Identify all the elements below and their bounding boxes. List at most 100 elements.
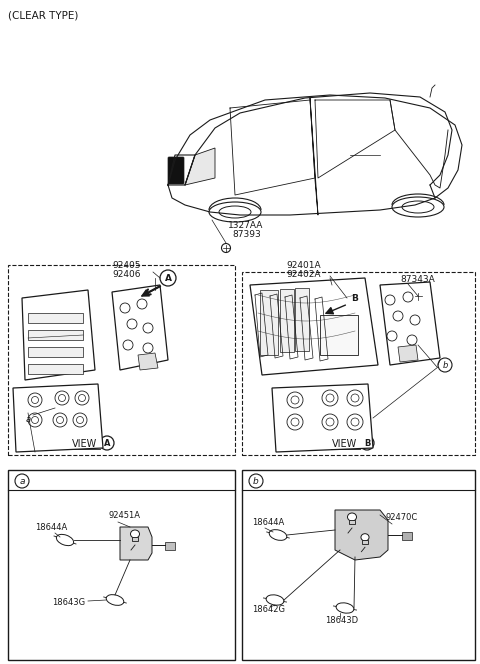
Circle shape [249, 474, 263, 488]
Circle shape [75, 391, 89, 405]
Ellipse shape [402, 201, 434, 213]
Circle shape [438, 358, 452, 372]
Circle shape [137, 299, 147, 309]
Ellipse shape [336, 603, 354, 613]
Text: B: B [364, 438, 370, 448]
Circle shape [291, 418, 299, 426]
Circle shape [73, 413, 87, 427]
Circle shape [57, 416, 63, 424]
Circle shape [21, 413, 35, 427]
Text: b: b [253, 477, 259, 485]
FancyBboxPatch shape [362, 540, 368, 544]
Polygon shape [138, 353, 158, 370]
Polygon shape [138, 291, 148, 297]
Ellipse shape [219, 206, 251, 218]
Polygon shape [380, 282, 440, 365]
FancyBboxPatch shape [28, 347, 83, 357]
Polygon shape [22, 290, 95, 380]
Circle shape [347, 290, 363, 306]
FancyBboxPatch shape [260, 290, 278, 355]
Text: 1327AA: 1327AA [228, 221, 264, 230]
Text: B: B [351, 293, 359, 303]
Circle shape [403, 292, 413, 302]
Text: 87343A: 87343A [400, 275, 435, 284]
FancyBboxPatch shape [28, 313, 83, 323]
FancyBboxPatch shape [28, 364, 83, 374]
Polygon shape [250, 278, 378, 375]
Circle shape [120, 303, 130, 313]
FancyBboxPatch shape [242, 470, 475, 660]
Polygon shape [185, 148, 215, 185]
Circle shape [385, 295, 395, 305]
Circle shape [287, 392, 303, 408]
Polygon shape [335, 510, 388, 560]
Circle shape [32, 396, 38, 404]
Text: A: A [165, 274, 171, 282]
Circle shape [76, 416, 84, 424]
Circle shape [393, 311, 403, 321]
Text: 18643D: 18643D [325, 616, 358, 625]
Ellipse shape [361, 534, 369, 541]
Polygon shape [272, 384, 373, 452]
Text: 92402A: 92402A [286, 270, 321, 279]
Circle shape [322, 390, 338, 406]
Polygon shape [13, 384, 103, 452]
Polygon shape [112, 285, 168, 370]
Circle shape [53, 413, 67, 427]
Text: 92451A: 92451A [108, 511, 140, 520]
Text: 18643G: 18643G [52, 598, 85, 607]
FancyBboxPatch shape [132, 537, 138, 541]
Circle shape [410, 315, 420, 325]
Text: 18644A: 18644A [252, 518, 284, 527]
Circle shape [351, 418, 359, 426]
Circle shape [32, 416, 38, 424]
Circle shape [221, 244, 230, 252]
Text: A: A [104, 438, 110, 448]
Ellipse shape [131, 530, 140, 538]
Ellipse shape [348, 513, 357, 521]
FancyBboxPatch shape [349, 520, 355, 524]
FancyBboxPatch shape [320, 315, 358, 355]
FancyBboxPatch shape [8, 470, 235, 660]
Text: VIEW: VIEW [72, 439, 97, 449]
Circle shape [407, 335, 417, 345]
FancyBboxPatch shape [28, 330, 83, 340]
Circle shape [347, 390, 363, 406]
Circle shape [100, 436, 114, 450]
Text: 18644A: 18644A [35, 523, 67, 532]
Circle shape [59, 394, 65, 402]
FancyBboxPatch shape [168, 157, 184, 184]
Circle shape [79, 394, 85, 402]
Polygon shape [398, 345, 418, 362]
Text: b: b [442, 361, 448, 369]
FancyBboxPatch shape [280, 289, 294, 352]
Text: 92470C: 92470C [385, 513, 417, 522]
Ellipse shape [209, 202, 261, 222]
Circle shape [351, 394, 359, 402]
Circle shape [322, 414, 338, 430]
Circle shape [28, 413, 42, 427]
Ellipse shape [392, 197, 444, 217]
Circle shape [347, 414, 363, 430]
Circle shape [291, 396, 299, 404]
Polygon shape [120, 527, 152, 560]
Text: (CLEAR TYPE): (CLEAR TYPE) [8, 10, 78, 20]
Text: a: a [19, 477, 25, 485]
Circle shape [387, 331, 397, 341]
Text: 92406: 92406 [112, 270, 141, 279]
Ellipse shape [269, 530, 287, 540]
Circle shape [360, 436, 374, 450]
Ellipse shape [56, 535, 73, 546]
Circle shape [123, 340, 133, 350]
Circle shape [413, 291, 422, 301]
Circle shape [287, 414, 303, 430]
Text: 92401A: 92401A [286, 261, 321, 270]
FancyBboxPatch shape [402, 532, 412, 540]
Circle shape [143, 343, 153, 353]
Circle shape [127, 319, 137, 329]
FancyBboxPatch shape [165, 542, 175, 550]
Circle shape [143, 323, 153, 333]
Text: 92405: 92405 [112, 261, 141, 270]
Text: a: a [25, 416, 31, 424]
Text: VIEW: VIEW [332, 439, 357, 449]
